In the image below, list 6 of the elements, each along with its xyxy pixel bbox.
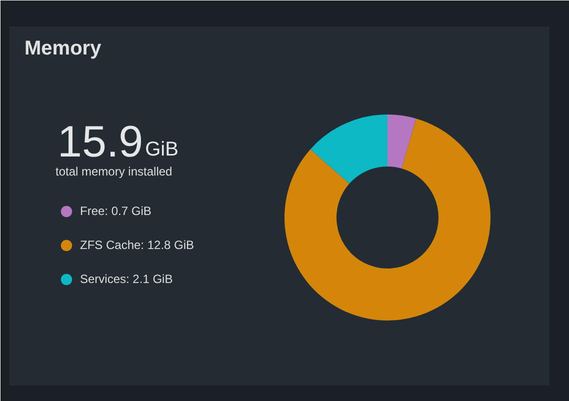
- legend-label: Services: 2.1 GiB: [80, 271, 173, 288]
- text: 15.9GiB: [58, 118, 178, 167]
- legend-label: Free: 0.7 GiB: [80, 203, 152, 220]
- chart-title: Memory: [24, 38, 102, 60]
- legend-label: ZFS Cache: 12.8 GiB: [80, 237, 194, 254]
- text: total memory installed: [56, 164, 172, 178]
